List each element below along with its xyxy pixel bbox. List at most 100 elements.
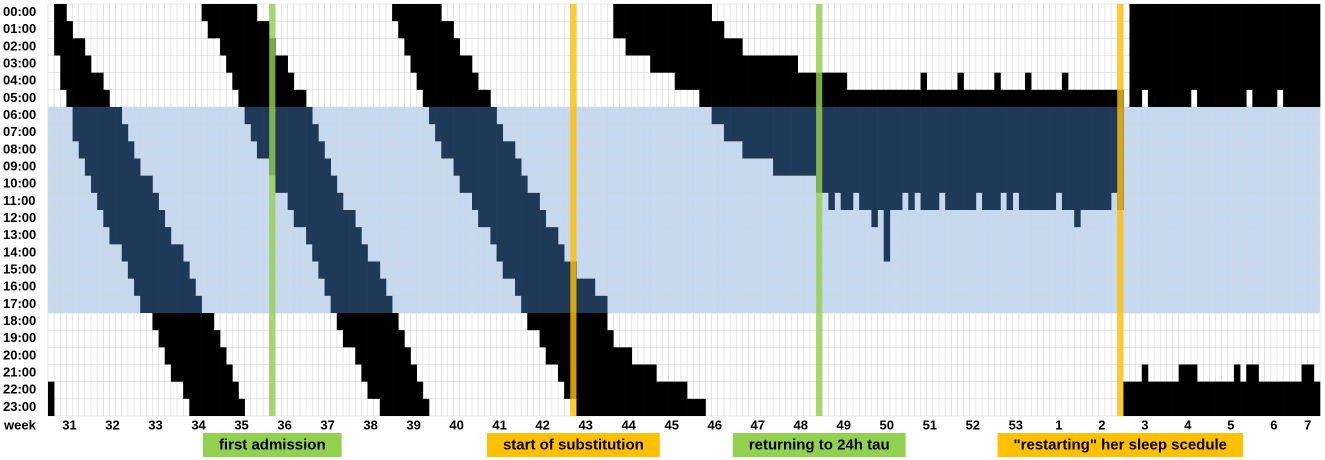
sleep-block <box>1092 107 1100 210</box>
sleep-block <box>607 330 614 416</box>
sleep-block <box>994 72 1001 107</box>
sleep-block <box>1301 364 1309 416</box>
sleep-block <box>97 72 104 107</box>
sleep-block <box>1043 107 1050 210</box>
sleep-block <box>908 89 915 107</box>
week-label: 33 <box>148 417 162 432</box>
sleep-block <box>1233 364 1241 416</box>
sleep-block <box>361 244 368 313</box>
week-label: 41 <box>492 417 506 432</box>
sleep-block <box>693 4 700 90</box>
sleep-block <box>558 244 565 313</box>
sleep-block <box>975 89 983 107</box>
week-label: 45 <box>664 417 678 432</box>
sleep-block <box>48 381 55 416</box>
sleep-block <box>1313 4 1321 107</box>
sleep-block <box>213 330 221 416</box>
sleep-block <box>1000 107 1007 193</box>
sleep-block <box>822 107 829 193</box>
sleep-block <box>582 313 590 416</box>
sleep-block <box>398 330 405 416</box>
sleep-block <box>226 4 233 73</box>
sleep-block <box>1123 381 1130 416</box>
sleep-block <box>680 4 688 90</box>
event-box <box>486 433 660 457</box>
sleep-block <box>336 192 344 313</box>
sleep-block <box>766 55 774 107</box>
sleep-block <box>1147 4 1155 107</box>
hour-label: 06:00 <box>3 107 36 122</box>
sleep-block <box>539 313 547 348</box>
event-label: "restarting" her sleep scedule <box>1014 436 1227 453</box>
sleep-block <box>226 364 233 416</box>
hour-label: 08:00 <box>3 141 36 156</box>
sleep-block <box>299 89 307 107</box>
sleep-block <box>349 210 356 313</box>
sleep-block <box>723 107 731 142</box>
sleep-block <box>1166 4 1173 107</box>
sleep-block <box>588 278 596 313</box>
week-label: 6 <box>1270 417 1277 432</box>
sleep-block <box>330 175 338 313</box>
sleep-block <box>441 107 448 159</box>
sleep-block <box>465 55 473 107</box>
sleep-block <box>183 313 190 399</box>
sleep-block <box>293 89 301 107</box>
sleep-block <box>318 141 325 279</box>
sleep-block <box>631 364 639 416</box>
sleep-block <box>195 295 202 313</box>
sleep-block <box>1074 107 1081 228</box>
sleep-block <box>213 4 221 39</box>
sleep-block <box>1135 381 1143 416</box>
sleep-block <box>693 398 700 416</box>
hour-label: 05:00 <box>3 90 36 105</box>
sleep-block <box>392 4 399 22</box>
sleep-block <box>299 107 307 228</box>
x-axis-label: week <box>3 417 37 432</box>
sleep-block <box>201 4 209 22</box>
hour-label: 14:00 <box>3 244 36 259</box>
sleep-block <box>355 227 362 313</box>
sleep-block <box>945 89 952 107</box>
sleep-block <box>515 158 522 296</box>
sleep-block <box>490 107 497 245</box>
week-label: 4 <box>1184 417 1192 432</box>
sleep-block <box>662 4 669 73</box>
sleep-block <box>760 107 768 159</box>
hour-label: 10:00 <box>3 176 36 191</box>
sleep-block <box>238 398 245 416</box>
sleep-block <box>896 89 903 107</box>
sleep-block <box>1209 381 1216 416</box>
sleep-block <box>1289 4 1296 107</box>
sleep-block <box>852 89 860 107</box>
sleep-block <box>220 347 227 416</box>
sleep-block <box>1172 381 1179 416</box>
sleep-block <box>1025 107 1032 210</box>
sleep-block <box>342 313 350 348</box>
week-label: 52 <box>966 417 980 432</box>
sleep-block <box>312 124 319 262</box>
sleep-block <box>103 89 110 107</box>
sleep-block <box>619 4 626 39</box>
sleep-block <box>1135 4 1143 107</box>
sleep-block <box>103 107 110 228</box>
sleep-block <box>324 158 331 296</box>
sleep-block <box>84 55 92 107</box>
hour-label: 00:00 <box>3 4 36 19</box>
sleep-block <box>256 107 264 159</box>
sleep-block <box>152 313 159 331</box>
sleep-block <box>287 72 295 107</box>
sleep-block <box>594 313 602 416</box>
week-label: 32 <box>105 417 119 432</box>
event-marker <box>269 4 276 416</box>
hour-label: 20:00 <box>3 347 36 362</box>
sleep-block <box>859 89 866 107</box>
sleep-block <box>1049 89 1057 107</box>
sleep-block <box>779 55 786 107</box>
week-label: 1 <box>1055 417 1062 432</box>
sleep-block <box>1209 4 1216 107</box>
sleep-block <box>902 107 909 193</box>
sleep-block <box>78 107 86 159</box>
hour-label: 13:00 <box>3 227 36 242</box>
sleep-block <box>840 107 848 210</box>
